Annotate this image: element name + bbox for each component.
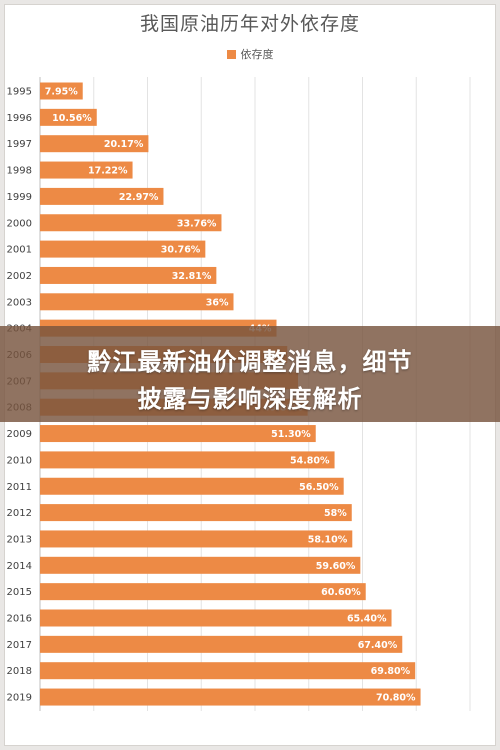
bar-2000 <box>40 214 222 232</box>
headline-line-2: 披露与影响深度解析 <box>137 385 363 413</box>
bar-1995 <box>40 82 83 100</box>
bar-2003 <box>40 293 234 311</box>
bar-1997 <box>40 135 149 153</box>
data-label: 56.50% <box>299 482 339 493</box>
data-label: 67.40% <box>358 640 398 651</box>
bar-2013 <box>40 530 353 548</box>
data-label: 58% <box>324 508 347 519</box>
data-label: 70.80% <box>376 693 416 704</box>
category-label: 2012 <box>7 508 32 519</box>
data-label: 60.60% <box>321 587 361 598</box>
bar-2011 <box>40 477 344 495</box>
data-label: 30.76% <box>161 245 201 256</box>
category-label: 2000 <box>7 218 32 229</box>
category-label: 2002 <box>7 271 32 282</box>
category-label: 2009 <box>7 429 32 440</box>
category-label: 2014 <box>7 561 32 572</box>
data-label: 17.22% <box>88 166 128 177</box>
category-label: 2019 <box>7 693 32 704</box>
category-label: 2001 <box>7 245 32 256</box>
data-label: 69.80% <box>371 666 411 677</box>
bar-1999 <box>40 187 164 205</box>
bar-2002 <box>40 266 217 284</box>
category-label: 1997 <box>7 139 32 150</box>
category-label: 2017 <box>7 640 32 651</box>
category-label: 2013 <box>7 534 32 545</box>
bar-2018 <box>40 662 416 680</box>
legend-label: 依存度 <box>240 48 274 61</box>
headline-line-1: 黔江最新油价调整消息，细节 <box>87 348 413 376</box>
bar-2001 <box>40 240 206 258</box>
bar-2009 <box>40 425 316 443</box>
data-label: 20.17% <box>104 139 144 150</box>
data-label: 36% <box>206 297 229 308</box>
data-label: 32.81% <box>172 271 212 282</box>
category-label: 2016 <box>7 614 32 625</box>
data-label: 54.80% <box>290 455 330 466</box>
bar-2010 <box>40 451 335 469</box>
data-label: 22.97% <box>119 192 159 203</box>
bar-2012 <box>40 504 352 522</box>
headline-banner: 黔江最新油价调整消息，细节 披露与影响深度解析 <box>0 326 500 422</box>
bar-1998 <box>40 161 133 179</box>
category-label: 1996 <box>7 113 32 124</box>
category-label: 1995 <box>7 87 32 98</box>
bar-2016 <box>40 609 392 627</box>
category-label: 2015 <box>7 587 32 598</box>
bar-1996 <box>40 108 97 126</box>
category-label: 2010 <box>7 455 32 466</box>
data-label: 65.40% <box>347 614 387 625</box>
data-label: 58.10% <box>308 534 348 545</box>
bar-2015 <box>40 583 366 601</box>
data-label: 10.56% <box>52 113 92 124</box>
category-label: 2018 <box>7 666 32 677</box>
chart-legend: 依存度 <box>0 46 500 62</box>
category-label: 1998 <box>7 166 32 177</box>
category-label: 2003 <box>7 297 32 308</box>
legend-swatch <box>226 49 236 59</box>
bar-2019 <box>40 688 421 706</box>
data-label: 7.95% <box>45 87 78 98</box>
chart-title: 我国原油历年对外依存度 <box>139 13 360 35</box>
data-label: 59.60% <box>316 561 356 572</box>
bar-2017 <box>40 635 403 653</box>
data-label: 33.76% <box>177 218 217 229</box>
category-label: 1999 <box>7 192 32 203</box>
bar-2014 <box>40 556 361 574</box>
data-label: 51.30% <box>271 429 311 440</box>
category-label: 2011 <box>7 482 32 493</box>
